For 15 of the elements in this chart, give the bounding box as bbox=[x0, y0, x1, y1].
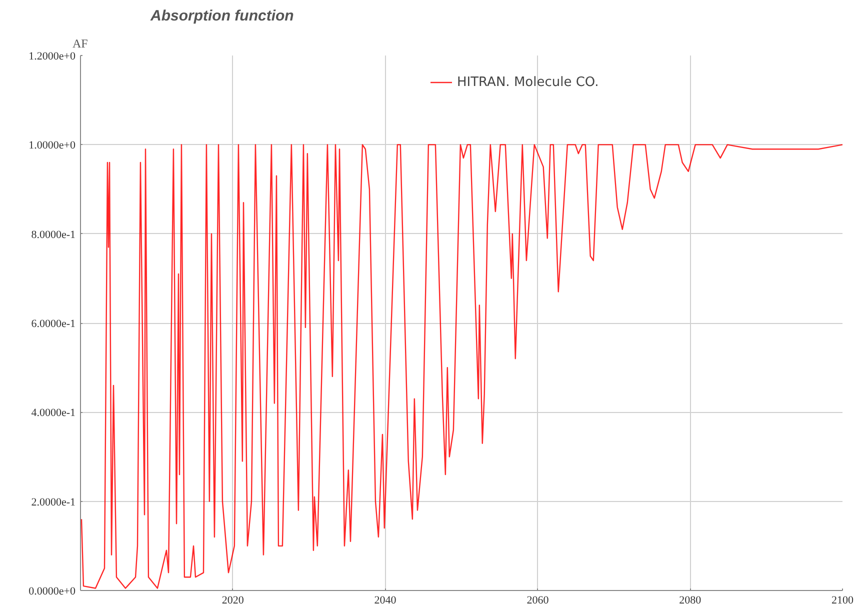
x-tick-label: 2060 bbox=[526, 594, 550, 606]
y-tick-label: 4.0000e-1 bbox=[31, 407, 76, 420]
y-tick-label: 0.0000e+0 bbox=[28, 586, 76, 598]
chart-title: Absorption function bbox=[150, 8, 294, 24]
y-tick-label: 1.2000e+0 bbox=[28, 50, 76, 62]
legend-label: HITRAN. Molecule CO. bbox=[457, 74, 599, 90]
y-tick-label: 6.0000e-1 bbox=[31, 318, 76, 330]
x-tick-label: 2100 bbox=[832, 594, 854, 606]
x-tick-label: 2020 bbox=[222, 594, 244, 606]
y-axis-title: AF bbox=[72, 36, 88, 50]
x-tick-label: 2040 bbox=[374, 594, 397, 606]
y-tick-label: 2.0000e-1 bbox=[31, 496, 76, 508]
y-tick-label: 1.0000e+0 bbox=[28, 140, 76, 152]
x-tick-label: 2080 bbox=[679, 594, 702, 606]
y-tick-label: 8.0000e-1 bbox=[31, 228, 76, 241]
